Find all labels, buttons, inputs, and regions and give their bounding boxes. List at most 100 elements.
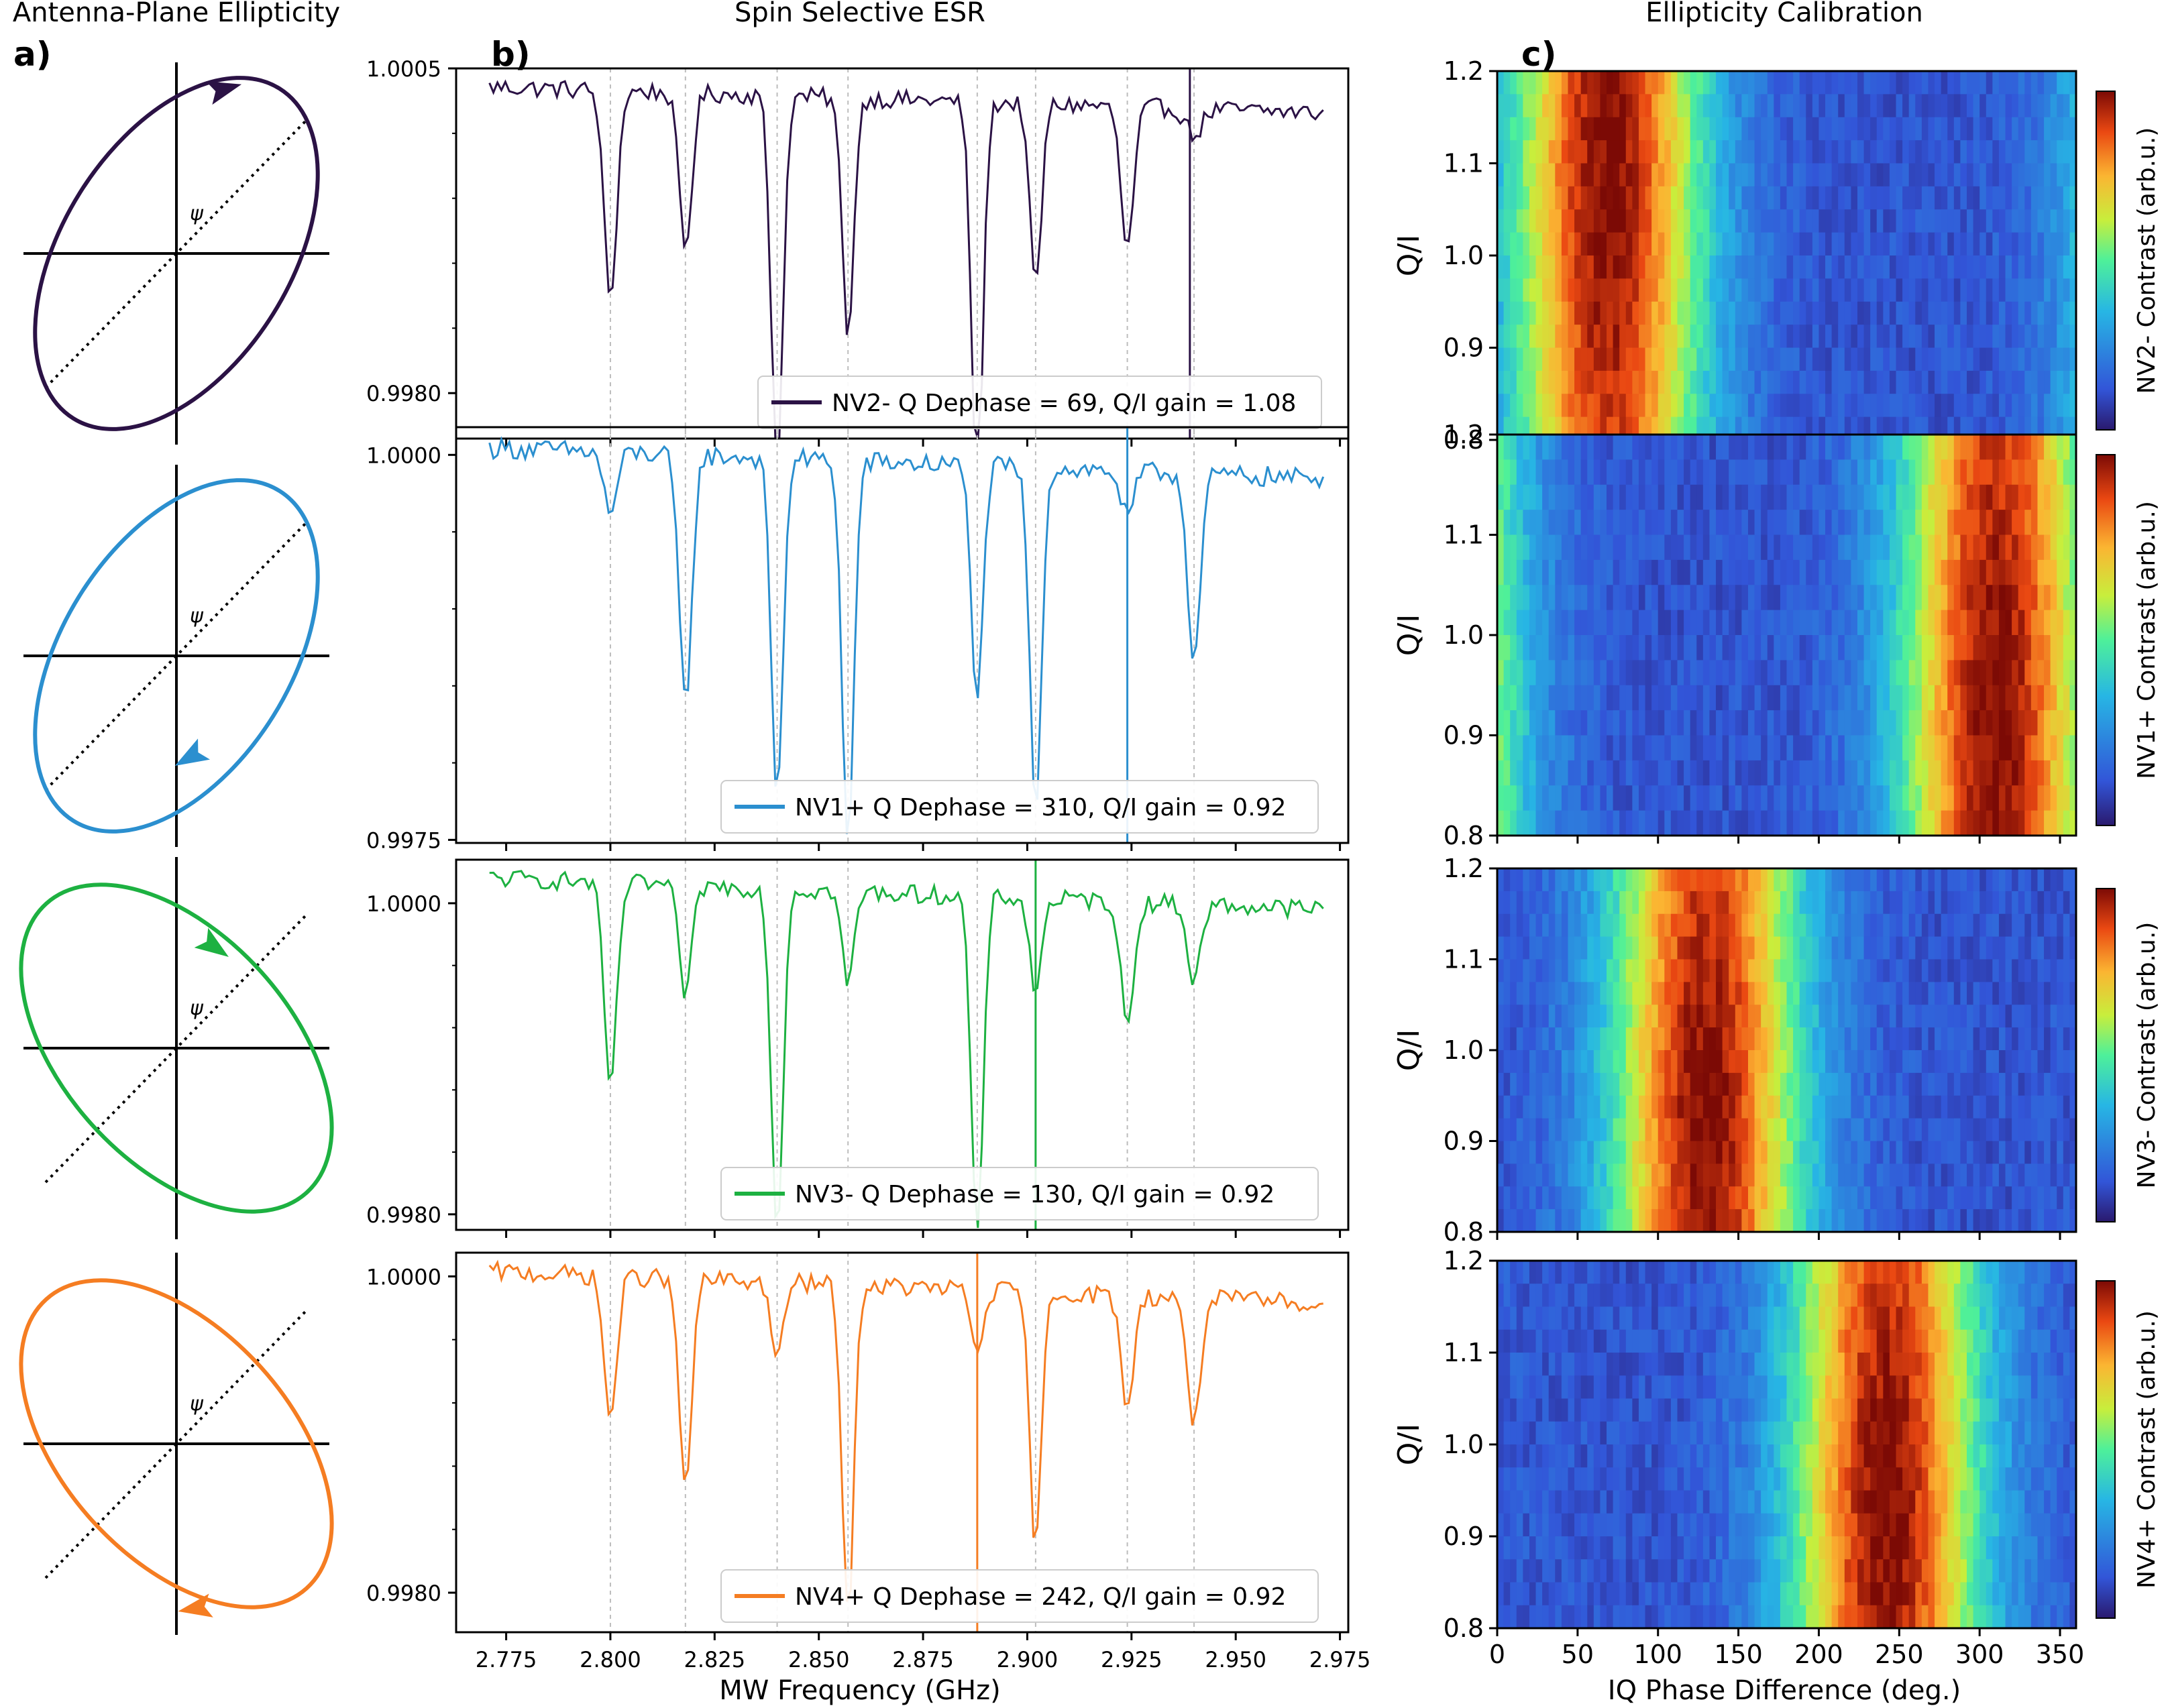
heat-cell xyxy=(1645,94,1652,118)
heat-cell xyxy=(1529,71,1537,95)
heat-cell xyxy=(1986,660,1993,686)
heat-cell xyxy=(1953,186,1961,210)
heat-cell xyxy=(1619,1513,1627,1537)
heat-cell xyxy=(1651,810,1659,836)
heat-cell xyxy=(1786,209,1794,233)
column-title-a: Antenna-Plane Ellipticity xyxy=(13,0,340,28)
heat-cell xyxy=(1761,635,1768,661)
heat-cell xyxy=(1953,1163,1961,1187)
heat-cell xyxy=(1889,534,1897,561)
heat-cell xyxy=(1542,186,1550,210)
heat-cell xyxy=(1870,1141,1878,1164)
heat-cell xyxy=(1651,1027,1659,1051)
heat-cell xyxy=(2037,913,2045,937)
heat-cell xyxy=(1908,484,1916,510)
heat-cell xyxy=(1928,534,1935,561)
heat-cell xyxy=(1966,459,1974,486)
heat-cell xyxy=(1625,394,1633,418)
heat-cell xyxy=(2044,325,2051,349)
heat-cell xyxy=(1684,635,1691,661)
heat-cell xyxy=(1613,1306,1620,1330)
plot-frame xyxy=(455,1251,1350,1634)
heat-cell xyxy=(1574,459,1582,486)
heat-cell xyxy=(1979,370,1987,394)
heat-cell xyxy=(1960,610,1967,636)
heat-cell xyxy=(2050,1072,2057,1096)
heat-cell xyxy=(1889,685,1897,711)
heat-cell xyxy=(1510,1375,1517,1400)
heat-cell xyxy=(1613,325,1620,349)
heat-cell xyxy=(1696,117,1704,141)
heat-cell xyxy=(1774,484,1781,510)
heat-cell xyxy=(1645,1444,1652,1468)
heat-cell xyxy=(1523,394,1530,418)
heat-cell xyxy=(1870,1163,1878,1187)
heat-cell xyxy=(1960,232,1967,256)
heat-cell xyxy=(1915,1095,1922,1119)
heat-cell xyxy=(1561,301,1569,325)
heat-cell xyxy=(1889,71,1897,95)
heat-cell xyxy=(1947,1141,1955,1164)
heat-cell xyxy=(1953,484,1961,510)
heat-cell xyxy=(1574,959,1582,982)
heat-cell xyxy=(1812,94,1820,118)
heat-cell xyxy=(1542,959,1550,982)
heat-cell xyxy=(1966,510,1974,536)
heat-cell xyxy=(1883,710,1890,736)
heat-cell xyxy=(1870,913,1878,937)
heat-cell xyxy=(1580,510,1588,536)
heat-cell xyxy=(1722,610,1729,636)
heat-cell xyxy=(1516,301,1523,325)
heat-cell xyxy=(1883,685,1890,711)
heat-cell xyxy=(1529,785,1537,811)
heat-cell xyxy=(1876,1050,1884,1074)
heat-cell xyxy=(1580,1605,1588,1629)
heat-cell xyxy=(1670,760,1678,786)
heat-cell xyxy=(1690,610,1697,636)
heat-cell xyxy=(1799,186,1806,210)
heat-cell xyxy=(1600,1353,1607,1376)
heat-cell xyxy=(1638,117,1646,141)
heat-cell xyxy=(1921,1027,1929,1051)
heat-cell xyxy=(1729,760,1736,786)
heat-cell xyxy=(1889,585,1897,611)
heat-cell xyxy=(2012,1050,2019,1074)
heat-cell xyxy=(1497,140,1505,164)
heat-cell xyxy=(1645,255,1652,279)
heat-cell xyxy=(1883,635,1890,661)
heat-cell xyxy=(1510,71,1517,95)
calibration-heatmaps: 0.80.91.01.11.2Q/I NV2- Contrast (arb.u.)… xyxy=(1392,56,2161,1669)
heat-cell xyxy=(1825,959,1833,982)
heat-cell xyxy=(1702,785,1711,811)
heat-cell xyxy=(1516,1582,1523,1606)
heat-cell xyxy=(1889,347,1897,372)
heat-cell xyxy=(1754,71,1761,95)
heat-cell xyxy=(1690,163,1697,187)
heat-cell xyxy=(1979,1095,1987,1119)
heat-cell xyxy=(1928,163,1935,187)
heat-cell xyxy=(1774,1186,1781,1210)
heat-cell xyxy=(1497,1306,1505,1330)
heat-cell xyxy=(1690,1072,1697,1096)
heat-cell xyxy=(1729,301,1736,325)
heat-cell xyxy=(1677,1141,1684,1164)
heat-cell xyxy=(1973,117,1980,141)
heat-cell xyxy=(1548,1513,1556,1537)
heat-cell xyxy=(1613,1490,1620,1514)
heat-cell xyxy=(1960,1163,1967,1187)
heat-cell xyxy=(1702,559,1711,585)
heat-cell xyxy=(1593,710,1601,736)
heat-cell xyxy=(1690,347,1697,372)
heat-cell xyxy=(1664,913,1672,937)
heat-cell xyxy=(1607,610,1614,636)
heat-cell xyxy=(1580,1163,1588,1187)
heat-cell xyxy=(1607,559,1614,585)
heat-cell xyxy=(1793,255,1800,279)
heat-cell xyxy=(2024,394,2032,418)
heat-cell xyxy=(2050,71,2057,95)
heat-cell xyxy=(1806,347,1813,372)
heat-cell xyxy=(1548,868,1556,892)
heat-cell xyxy=(1896,913,1903,937)
heat-cell xyxy=(1510,1444,1517,1468)
